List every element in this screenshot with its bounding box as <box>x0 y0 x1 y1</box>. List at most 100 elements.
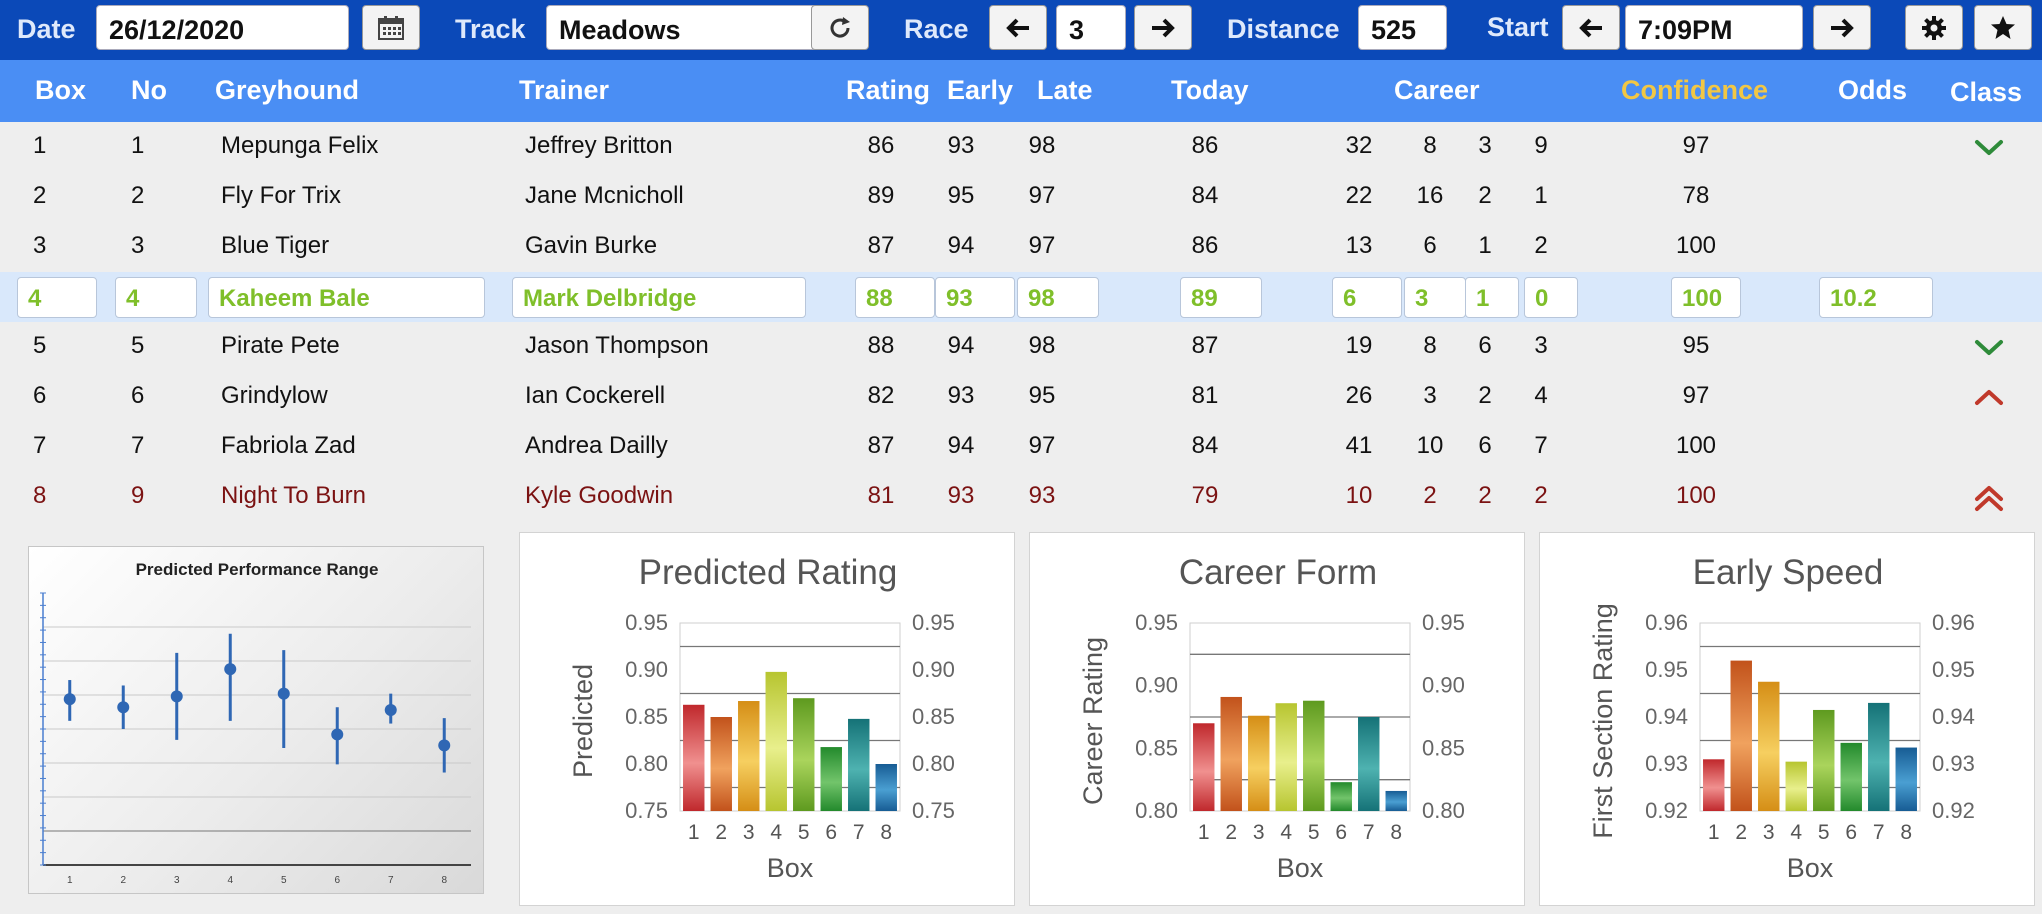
cell-confidence: 100 <box>1675 232 1717 259</box>
table-row[interactable]: 5 5 Pirate Pete Jason Thompson 88 94 98 87 19 8 6 3… <box>0 322 2042 372</box>
x-tick-label: 3 <box>743 821 755 844</box>
table-row[interactable]: 3 3 Blue Tiger Gavin Burke 87 94 97 86 13 6 1 2 100 <box>0 222 2042 272</box>
col-class[interactable]: Class <box>1950 77 2023 107</box>
cell-c2[interactable]: 3 <box>1404 277 1466 318</box>
bar <box>1385 790 1407 811</box>
cell-trainer: Jason Thompson <box>525 332 709 359</box>
cell-early[interactable]: 93 <box>935 277 1015 318</box>
y2-tick-label: 0.94 <box>1932 704 1975 729</box>
col-trainer[interactable]: Trainer <box>519 75 610 105</box>
data-point <box>331 728 344 741</box>
x-tick-label: 3 <box>1763 821 1775 844</box>
y-axis-label: First Section Rating <box>1588 603 1618 839</box>
table-row[interactable]: 1 1 Mepunga Felix Jeffrey Britton 86 93 98 86 32… <box>0 122 2042 172</box>
cell-c3: 6 <box>1478 332 1492 359</box>
race-prev-button[interactable] <box>989 5 1047 50</box>
y-tick-label: 0.85 <box>1135 735 1178 760</box>
col-today[interactable]: Today <box>1171 75 1249 105</box>
cell-c2: 10 <box>1416 432 1444 459</box>
cell-c3[interactable]: 1 <box>1465 277 1519 318</box>
col-odds[interactable]: Odds <box>1838 75 1908 105</box>
star-icon <box>1991 15 2015 39</box>
cell-c1: 41 <box>1345 432 1373 459</box>
x-tick-label: 4 <box>1790 821 1802 844</box>
bar <box>710 717 732 811</box>
race-input[interactable]: 3 <box>1056 5 1126 50</box>
cell-late: 97 <box>1028 232 1056 259</box>
start-time-input[interactable]: 7:09PM <box>1625 5 1803 50</box>
table-row[interactable]: 4 4 Kaheem Bale Mark Delbridge 88 93 98 89 6 3 1 0 1… <box>0 272 2042 322</box>
table-row[interactable]: 8 9 Night To Burn Kyle Goodwin 81 93 93 79 10 2 2 2… <box>0 472 2042 522</box>
bar <box>875 764 897 811</box>
cell-trainer[interactable]: Mark Delbridge <box>512 277 806 318</box>
cell-confidence: 78 <box>1682 182 1710 209</box>
y-tick-label: 0.92 <box>1645 798 1688 823</box>
table-row[interactable]: 2 2 Fly For Trix Jane Mcnicholl 89 95 97 84 22 16… <box>0 172 2042 222</box>
calendar-button[interactable] <box>362 5 420 50</box>
early-speed-panel: Early Speed 1 2 3 4 5 6 7 8 0.92 0.92 0.93 0.93 0.94 0… <box>1539 532 2035 906</box>
col-career[interactable]: Career <box>1394 75 1480 105</box>
cell-greyhound[interactable]: Kaheem Bale <box>208 277 485 318</box>
cell-rating: 88 <box>867 332 895 359</box>
plot-area <box>1699 622 1921 812</box>
distance-input[interactable]: 525 <box>1358 5 1447 50</box>
cell-trainer: Jeffrey Britton <box>525 132 673 159</box>
settings-button[interactable] <box>1905 5 1963 50</box>
start-next-button[interactable] <box>1813 5 1871 50</box>
col-greyhound[interactable]: Greyhound <box>215 75 360 105</box>
bar <box>765 671 787 811</box>
refresh-button[interactable] <box>811 5 869 50</box>
cell-greyhound: Pirate Pete <box>221 332 340 359</box>
cell-confidence: 97 <box>1682 382 1710 409</box>
cell-box: 2 <box>33 182 47 209</box>
chevron-up-icon <box>1975 390 2003 405</box>
y-tick-label: 0.95 <box>625 610 668 635</box>
bar <box>848 718 870 811</box>
cell-c4[interactable]: 0 <box>1524 277 1578 318</box>
x-tick-label: 5 <box>1818 821 1830 844</box>
col-early[interactable]: Early <box>947 75 1014 105</box>
cell-confidence: 97 <box>1682 132 1710 159</box>
cell-rating: 86 <box>867 132 895 159</box>
race-next-button[interactable] <box>1134 5 1192 50</box>
x-tick-label: 6 <box>1845 821 1857 844</box>
col-confidence[interactable]: Confidence <box>1621 75 1769 105</box>
performance-range-chart: Predicted Performance Range 1 2 3 4 5 6 7 8 <box>28 546 484 894</box>
table-row[interactable]: 6 6 Grindylow Ian Cockerell 82 93 95 81 26 3 2 4 97 <box>0 372 2042 422</box>
cell-odds[interactable]: 10.2 <box>1819 277 1933 318</box>
cell-greyhound: Fly For Trix <box>221 182 341 209</box>
cell-greyhound: Blue Tiger <box>221 232 330 259</box>
col-rating[interactable]: Rating <box>846 75 930 105</box>
cell-confidence: 95 <box>1682 332 1710 359</box>
table-row[interactable]: 7 7 Fabriola Zad Andrea Dailly 87 94 97 84 41 10 6… <box>0 422 2042 472</box>
cell-rating: 82 <box>867 382 895 409</box>
x-axis-label: Box <box>767 853 814 883</box>
bar <box>820 747 842 811</box>
date-label: Date <box>17 14 76 44</box>
cell-c1[interactable]: 6 <box>1332 277 1402 318</box>
cell-greyhound: Grindylow <box>221 382 328 409</box>
cell-no[interactable]: 4 <box>115 277 197 318</box>
cell-late[interactable]: 98 <box>1017 277 1099 318</box>
gear-icon <box>1922 15 1946 40</box>
y-tick-label: 0.85 <box>625 704 668 729</box>
bar <box>1248 715 1270 811</box>
col-no[interactable]: No <box>131 75 167 105</box>
cell-box[interactable]: 4 <box>17 277 97 318</box>
career-form-panel: Career Form 1 2 3 4 5 6 7 8 0.80 0.80 0.85 0.85 0.90 0… <box>1029 532 1525 906</box>
cell-today[interactable]: 89 <box>1180 277 1262 318</box>
cell-confidence[interactable]: 100 <box>1671 277 1741 318</box>
y2-tick-label: 0.90 <box>1422 673 1465 698</box>
cell-rating[interactable]: 88 <box>855 277 935 318</box>
data-point <box>63 693 76 706</box>
start-prev-button[interactable] <box>1562 5 1620 50</box>
date-input[interactable]: 26/12/2020 <box>96 5 349 50</box>
favourite-button[interactable] <box>1974 5 2032 50</box>
col-box[interactable]: Box <box>35 75 87 105</box>
cell-trainer: Gavin Burke <box>525 232 658 259</box>
y-tick-label: 0.95 <box>1645 657 1688 682</box>
track-input[interactable]: Meadows <box>546 5 838 50</box>
col-late[interactable]: Late <box>1037 75 1093 105</box>
y-axis-label: Career Rating <box>1078 637 1108 805</box>
arrow-left-icon <box>1579 18 1602 37</box>
